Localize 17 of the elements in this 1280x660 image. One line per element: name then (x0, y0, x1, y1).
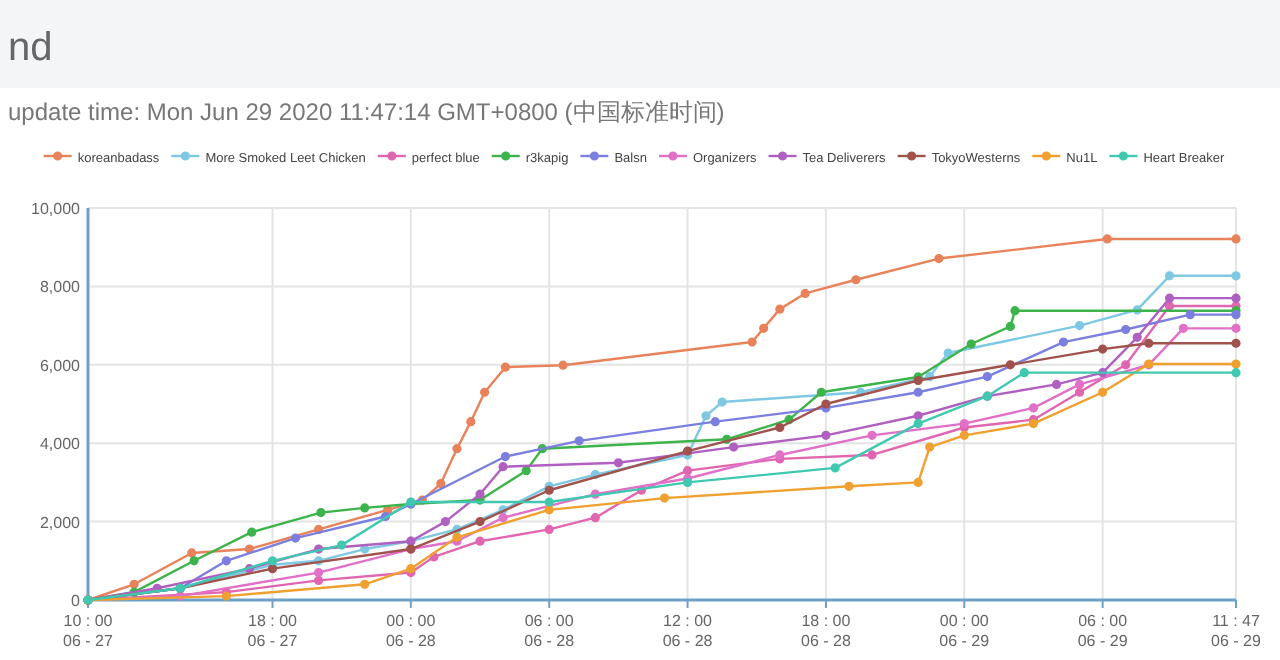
x-tick-label: 12 : 00 06 - 28 (662, 612, 714, 650)
chart-title: nd (8, 26, 53, 70)
chart-subtitle: update time: Mon Jun 29 2020 11:47:14 GMT+0800 (中国标准时间) (8, 98, 725, 126)
x-tick-label: 06 : 00 06 - 28 (524, 612, 576, 650)
x-tick-label: 11 : 47 06 - 29 (1211, 612, 1263, 650)
y-tick-label: 2,000 (39, 513, 82, 532)
y-tick-label: 6,000 (39, 356, 82, 375)
x-tick-label: 00 : 00 06 - 29 (939, 612, 991, 650)
x-tick-label: 18 : 00 06 - 28 (801, 612, 852, 650)
y-tick-label: 8,000 (39, 278, 82, 297)
y-tick-label: 0 (71, 592, 82, 610)
x-tick-label: 10 : 00 06 - 27 (63, 612, 115, 650)
x-tick-label: 06 : 00 06 - 29 (1077, 612, 1129, 650)
y-tick-label: 10,000 (31, 200, 82, 218)
y-tick-label: 4,000 (39, 435, 82, 454)
x-tick-label: 00 : 00 06 - 28 (385, 612, 437, 650)
x-tick-label: 18 : 00 06 - 27 (247, 612, 299, 650)
